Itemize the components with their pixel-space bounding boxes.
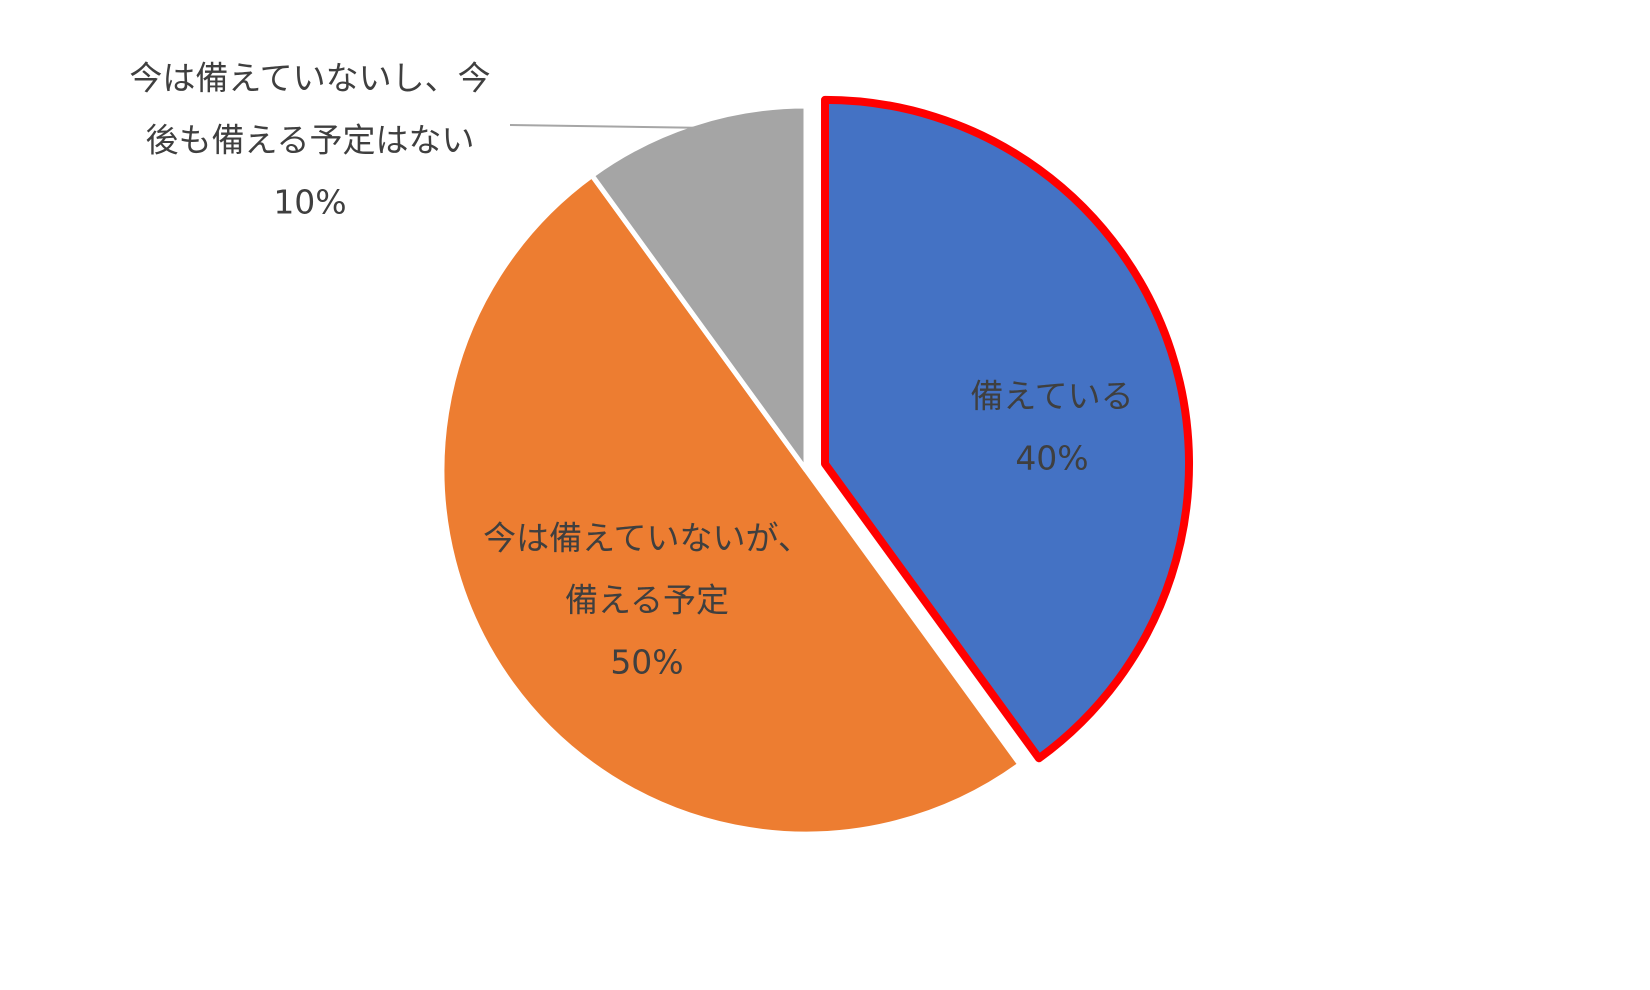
slice-value-label: 10%	[273, 183, 346, 222]
leader-layer	[509, 124, 713, 129]
slice-value-label: 40%	[1015, 439, 1088, 478]
highlight-layer	[821, 95, 1193, 763]
slice-category-label: 今は備えていないが、	[483, 519, 811, 558]
highlight-outline	[821, 95, 1193, 763]
labels-layer: 備えている 40% 今は備えていないが、備える予定 50% 今は備えていないし、今後も備…	[129, 59, 1133, 682]
pie-slice-3	[589, 103, 809, 473]
slice-label-1: 備えている 40%	[970, 377, 1133, 478]
pie-slice-2	[440, 173, 1023, 836]
slices-layer	[440, 97, 1192, 836]
slice-label-2: 今は備えていないが、備える予定 50%	[483, 519, 811, 682]
slice-value-label: 50%	[610, 643, 683, 682]
leader-line	[509, 124, 713, 129]
slice-category-label: 備える予定	[565, 581, 729, 620]
slice-category-label: 後も備える予定はない	[145, 121, 474, 160]
slice-category-label: 今は備えていないし、今	[129, 59, 490, 98]
slice-category-label: 備えている	[970, 377, 1133, 416]
